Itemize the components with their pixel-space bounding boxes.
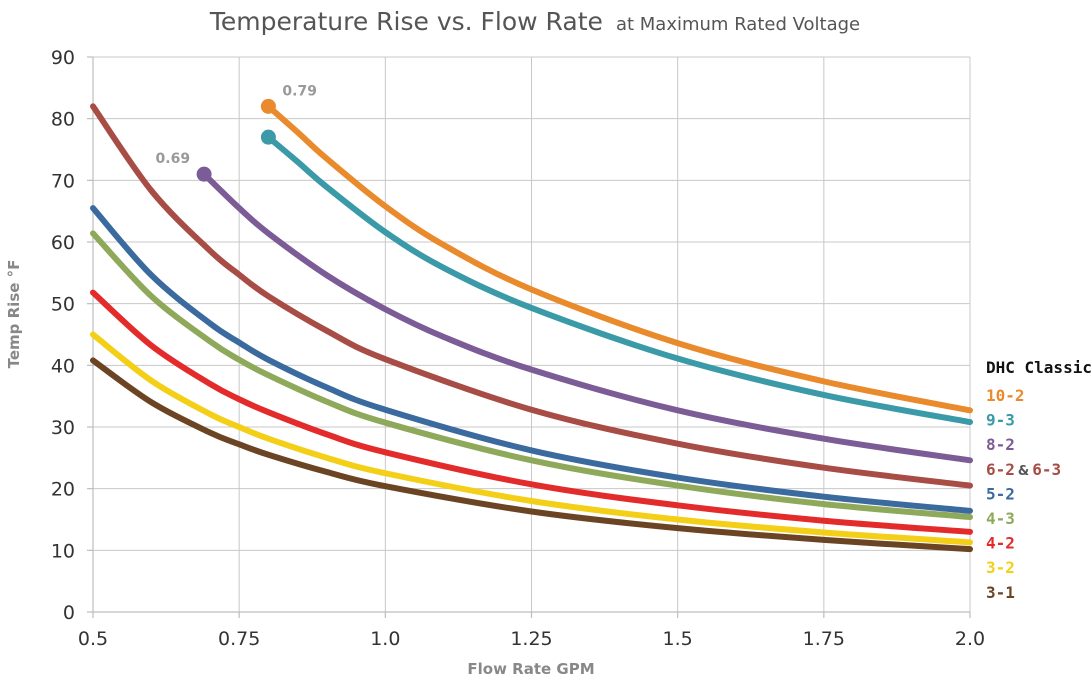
legend-entry-label: 6-2	[986, 460, 1015, 479]
y-tick-label: 40	[51, 355, 75, 377]
chart-subtitle: at Maximum Rated Voltage	[616, 14, 860, 35]
chart-axes: 0 10 20 30 40 50 60 70 80 90 0.5 0.75 1.0 1.25 1.5 1.75…	[51, 47, 985, 650]
y-tick-label: 90	[51, 47, 75, 69]
x-tick-label: 0.5	[78, 628, 108, 650]
legend-entry-label: 3-2	[986, 558, 1015, 577]
x-tick-label: 1.75	[803, 628, 845, 650]
y-tick-label: 20	[51, 479, 75, 501]
legend-entry: 8-2	[986, 435, 1015, 454]
legend-entry-label: 4-3	[986, 509, 1015, 528]
legend-entry: 4-3	[986, 509, 1015, 528]
legend-entry: 6-2 & 6-3	[986, 460, 1061, 479]
series-line-5-2	[90, 205, 973, 514]
series-line-3-1	[90, 357, 973, 553]
chart-legend: DHC Classic 10-2 9-3 8-2 6-2 & 6-3 5-2 4-3 4-2 3-…	[986, 358, 1092, 602]
x-tick-label: 0.75	[218, 628, 260, 650]
legend-entry-label: 8-2	[986, 435, 1015, 454]
y-tick-label: 50	[51, 294, 75, 316]
series-line-8-2	[201, 171, 973, 464]
legend-entry: 10-2	[986, 386, 1025, 405]
chart-title: Temperature Rise vs. Flow Rate at Maximu…	[209, 7, 860, 36]
y-tick-label: 0	[63, 602, 75, 624]
x-tick-label: 1.5	[663, 628, 693, 650]
legend-title: DHC Classic	[986, 358, 1092, 377]
y-tick-label: 80	[51, 109, 75, 131]
series-start-marker	[260, 129, 276, 145]
series-line-3-2	[90, 331, 973, 546]
legend-entry-label: 9-3	[986, 411, 1015, 430]
legend-entry-label: 10-2	[986, 386, 1025, 405]
legend-entry: 4-2	[986, 534, 1015, 553]
series-line-10-2	[265, 103, 973, 414]
series-line-6-2-6-3	[90, 103, 973, 489]
series-line-4-2	[90, 289, 973, 535]
x-axis-label: Flow Rate GPM	[467, 660, 594, 678]
legend-entry-label: 5-2	[986, 484, 1015, 503]
legend-entry-label: 4-2	[986, 534, 1015, 553]
series-line-9-3	[265, 134, 973, 426]
y-tick-label: 70	[51, 170, 75, 192]
legend-entry-label: 3-1	[986, 583, 1015, 602]
x-tick-label: 2.0	[955, 628, 985, 650]
series-start-marker	[196, 166, 212, 182]
chart-series	[90, 103, 973, 553]
y-axis-label: Temp Rise °F	[5, 260, 23, 369]
y-tick-label: 60	[51, 232, 75, 254]
legend-entry-separator: &	[1018, 464, 1029, 479]
series-start-label: 0.79	[282, 83, 317, 99]
series-start-marker	[260, 98, 276, 114]
x-tick-label: 1.0	[370, 628, 400, 650]
legend-entry-label-secondary: 6-3	[1032, 460, 1061, 479]
chart-title-main: Temperature Rise vs. Flow Rate	[209, 7, 603, 36]
x-tick-label: 1.25	[510, 628, 552, 650]
legend-entry: 3-2	[986, 558, 1015, 577]
series-line-4-3	[90, 230, 973, 521]
y-tick-label: 30	[51, 417, 75, 439]
chart-markers: 0.79 0.69	[156, 83, 317, 182]
legend-entry: 9-3	[986, 411, 1015, 430]
series-start-label: 0.69	[156, 151, 191, 167]
y-tick-label: 10	[51, 540, 75, 562]
legend-entry: 5-2	[986, 484, 1015, 503]
legend-entry: 3-1	[986, 583, 1015, 602]
